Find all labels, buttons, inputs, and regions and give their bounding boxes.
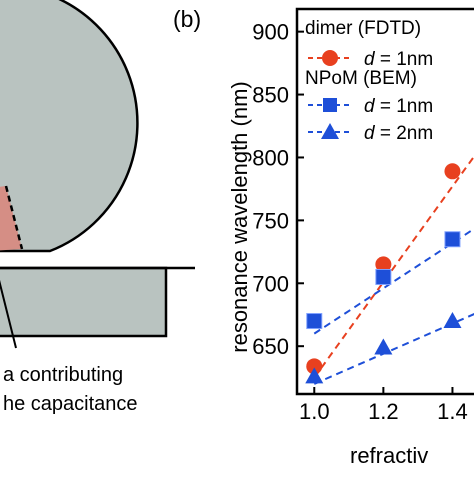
data-point-triangle xyxy=(374,338,393,355)
legend-marker-dimer xyxy=(322,50,338,66)
y-tick-label: 900 xyxy=(252,20,289,45)
y-tick-label: 850 xyxy=(252,83,289,108)
legend-entry-npom-d2: d = 2nm xyxy=(308,123,433,144)
legend-title-dimer: dimer (FDTD) xyxy=(305,18,421,39)
y-axis-ticks: 650 700 750 800 850 900 xyxy=(252,20,304,359)
y-tick-label: 800 xyxy=(252,145,289,170)
data-point-square xyxy=(306,313,323,330)
legend-marker-npom-d1 xyxy=(323,98,337,112)
data-markers xyxy=(305,163,462,384)
data-point-triangle xyxy=(305,367,324,384)
nanoparticle-sphere xyxy=(0,0,139,253)
legend-marker-npom-d2 xyxy=(321,123,339,139)
fit-line-triangle xyxy=(313,313,474,385)
panel-a: a contributing he capacitance xyxy=(0,0,195,415)
data-point-circle xyxy=(444,163,461,180)
data-point-triangle xyxy=(443,312,462,329)
legend-label-npom-d1: d = 1nm xyxy=(364,96,433,117)
annotation-pointer xyxy=(0,279,17,349)
data-point-circle xyxy=(306,358,323,375)
gap-region xyxy=(0,186,22,251)
y-tick-label: 700 xyxy=(252,271,289,296)
data-point-square xyxy=(444,231,461,248)
fit-line-circle xyxy=(313,154,474,379)
plot-frame xyxy=(295,7,474,396)
data-point-square xyxy=(375,268,392,285)
legend-label-npom-d2: d = 2nm xyxy=(364,123,433,144)
y-tick-label: 750 xyxy=(252,208,289,233)
legend-label-dimer-d1: d = 1nm xyxy=(364,49,433,70)
gap-boundary-line xyxy=(4,185,24,250)
caption-line-2: he capacitance xyxy=(3,393,138,415)
x-tick-label: 1.0 xyxy=(299,399,330,424)
x-axis-ticks: 1.0 1.2 1.4 xyxy=(299,387,468,424)
y-tick-label: 650 xyxy=(252,334,289,359)
panel-label: (b) xyxy=(173,6,201,32)
x-axis-label: refractiv xyxy=(350,443,428,468)
legend-entry-dimer-d1: d = 1nm xyxy=(308,49,433,70)
legend-title-npom: NPoM (BEM) xyxy=(305,68,417,89)
legend: dimer (FDTD) d = 1nm NPoM (BEM) d = 1nm … xyxy=(305,18,433,144)
data-point-circle xyxy=(375,256,392,273)
x-tick-label: 1.4 xyxy=(437,399,468,424)
panel-b: (b) resonance wavelength (nm) 1.0 1.2 1.4 … xyxy=(173,6,474,468)
y-axis-label: resonance wavelength (nm) xyxy=(227,81,252,352)
x-tick-label: 1.2 xyxy=(368,399,399,424)
substrate xyxy=(0,266,168,338)
caption-line-1: a contributing xyxy=(3,364,123,386)
legend-entry-npom-d1: d = 1nm xyxy=(308,96,433,117)
